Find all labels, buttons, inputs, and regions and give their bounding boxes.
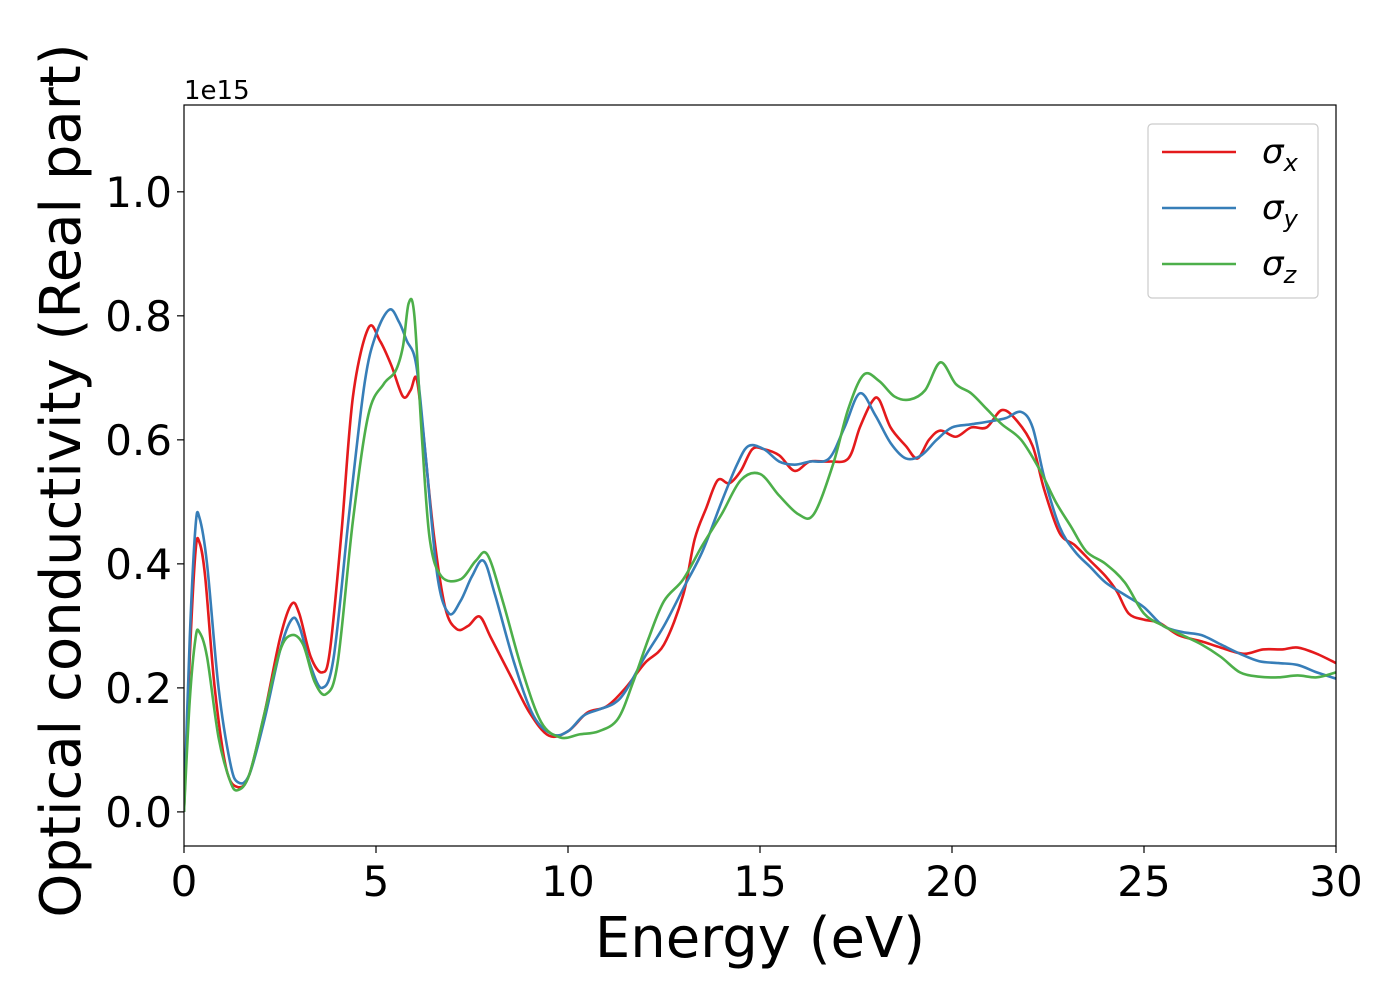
x-tick-label: 30 (1309, 857, 1362, 906)
series-line-z (184, 297, 1336, 812)
y-tick-label: 0.4 (105, 540, 172, 589)
x-tick-label: 10 (541, 857, 594, 906)
series-line-x (184, 324, 1336, 812)
x-tick-label: 15 (733, 857, 786, 906)
x-tick-label: 25 (1117, 857, 1170, 906)
y-offset-label: 1e15 (184, 76, 250, 106)
y-tick-label: 0.2 (105, 664, 172, 713)
y-tick-label: 0.6 (105, 416, 172, 465)
legend-label-x: σx (1262, 132, 1299, 177)
legend-label-y: σy (1262, 188, 1299, 233)
x-axis-title: Energy (eV) (595, 906, 925, 971)
y-axis-title: Optical conductivity (Real part) (29, 43, 94, 917)
legend-box (1147, 123, 1319, 299)
y-tick-label: 0.8 (105, 292, 172, 341)
x-tick-label: 5 (363, 857, 390, 906)
y-tick-label: 1.0 (105, 168, 172, 217)
x-tick-label: 20 (925, 857, 978, 906)
legend-label-z: σz (1262, 244, 1298, 289)
plot-layer (184, 297, 1336, 812)
x-tick-label: 0 (171, 857, 198, 906)
series-line-y (184, 308, 1336, 812)
legend: σx σy σz (1147, 123, 1319, 299)
ticks-layer: 0 5 10 15 20 25 30 0.0 0.2 0.4 0.6 0.8 1.0 (105, 168, 1363, 906)
y-tick-label: 0.0 (105, 788, 172, 837)
